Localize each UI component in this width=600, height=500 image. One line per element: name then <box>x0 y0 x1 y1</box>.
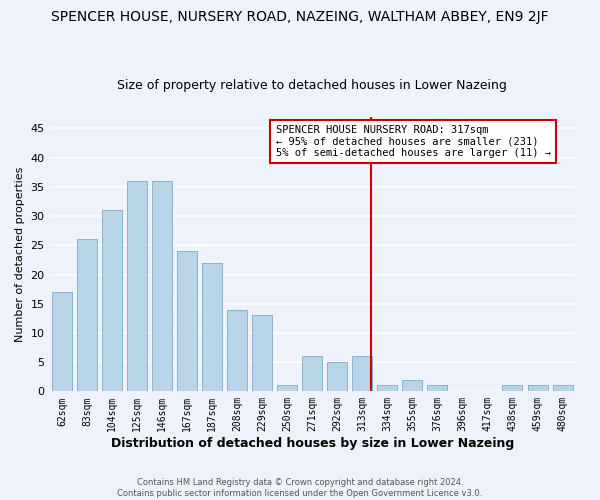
Bar <box>427 386 448 392</box>
Bar <box>177 251 197 392</box>
Bar <box>252 316 272 392</box>
Bar <box>377 386 397 392</box>
Y-axis label: Number of detached properties: Number of detached properties <box>15 166 25 342</box>
Bar <box>328 362 347 392</box>
Bar <box>527 386 548 392</box>
Bar <box>302 356 322 392</box>
Bar <box>553 386 572 392</box>
Title: Size of property relative to detached houses in Lower Nazeing: Size of property relative to detached ho… <box>118 79 507 92</box>
Bar <box>77 240 97 392</box>
Bar <box>277 386 297 392</box>
Bar <box>227 310 247 392</box>
Text: Contains HM Land Registry data © Crown copyright and database right 2024.
Contai: Contains HM Land Registry data © Crown c… <box>118 478 482 498</box>
Bar <box>52 292 72 392</box>
Bar <box>102 210 122 392</box>
X-axis label: Distribution of detached houses by size in Lower Nazeing: Distribution of detached houses by size … <box>110 437 514 450</box>
Bar <box>352 356 373 392</box>
Bar <box>403 380 422 392</box>
Bar <box>127 181 147 392</box>
Text: SPENCER HOUSE NURSERY ROAD: 317sqm
← 95% of detached houses are smaller (231)
5%: SPENCER HOUSE NURSERY ROAD: 317sqm ← 95%… <box>275 125 551 158</box>
Text: SPENCER HOUSE, NURSERY ROAD, NAZEING, WALTHAM ABBEY, EN9 2JF: SPENCER HOUSE, NURSERY ROAD, NAZEING, WA… <box>51 10 549 24</box>
Bar <box>152 181 172 392</box>
Bar <box>502 386 523 392</box>
Bar <box>202 263 222 392</box>
